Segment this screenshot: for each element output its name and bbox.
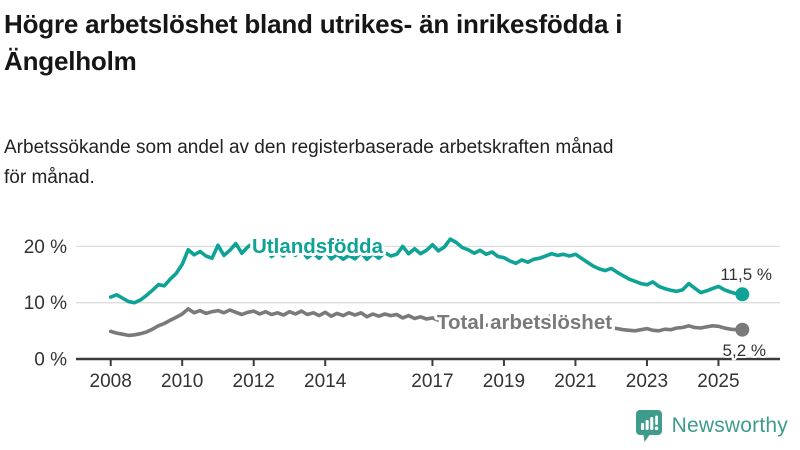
bar-small — [640, 423, 644, 430]
x-tick-label: 2012 — [233, 371, 275, 392]
endpoint-dot-total — [735, 322, 750, 337]
bar-medium — [645, 420, 649, 430]
line-chart: 0 % 10 % 20 % 2008 2010 2012 2014 2017 2019 2021… — [24, 232, 780, 392]
newsworthy-logo-text: Newsworthy — [671, 414, 788, 437]
newsworthy-logo-icon — [635, 410, 662, 442]
x-tick-label: 2008 — [90, 371, 132, 392]
line-total-arbetsloshet — [108, 307, 745, 338]
x-tick-label: 2025 — [697, 371, 739, 392]
line-utlandsfodda — [108, 237, 745, 305]
subtitle-line-2: för månad. — [4, 167, 95, 188]
page-title: Högre arbetslöshet bland utrikes- än inr… — [4, 6, 622, 80]
bar-tall — [649, 417, 653, 430]
x-tick-label: 2017 — [411, 371, 453, 392]
series-label-utlandsfodda: Utlandsfödda — [252, 235, 384, 258]
subtitle-line-1: Arbetssökande som andel av den registerb… — [4, 137, 614, 158]
title-line-1: Högre arbetslöshet bland utrikes- än inr… — [4, 9, 623, 39]
y-tick-label: 20 % — [24, 237, 67, 258]
newsworthy-logo: Newsworthy — [635, 409, 788, 443]
title-line-2: Ängelholm — [4, 46, 137, 76]
speech-bubble-shape — [635, 410, 662, 442]
exclamation-dot — [654, 426, 658, 431]
end-value-utlandsfodda: 11,5 % — [720, 265, 772, 284]
x-tick-label: 2023 — [626, 371, 668, 392]
y-axis-labels: 0 % 10 % 20 % — [24, 237, 67, 371]
endpoint-dot-utlandsfodda — [735, 287, 750, 302]
gridlines — [76, 245, 780, 304]
end-value-total-arbetsloshet: 5,2 % — [723, 341, 766, 360]
x-axis-ticks: 2008 2010 2012 2014 2017 2019 2021 2023 2025 — [90, 359, 740, 392]
y-tick-label: 0 % — [34, 350, 67, 371]
exclamation-stem — [654, 415, 658, 425]
x-tick-label: 2021 — [554, 371, 596, 392]
x-tick-label: 2010 — [161, 371, 203, 392]
x-tick-label: 2014 — [304, 371, 347, 392]
x-tick-label: 2019 — [483, 371, 525, 392]
y-tick-label: 10 % — [24, 293, 67, 314]
series-label-total-arbetsloshet: Total arbetslöshet — [437, 311, 612, 334]
chart-subtitle: Arbetssökande som andel av den registerb… — [4, 133, 613, 193]
